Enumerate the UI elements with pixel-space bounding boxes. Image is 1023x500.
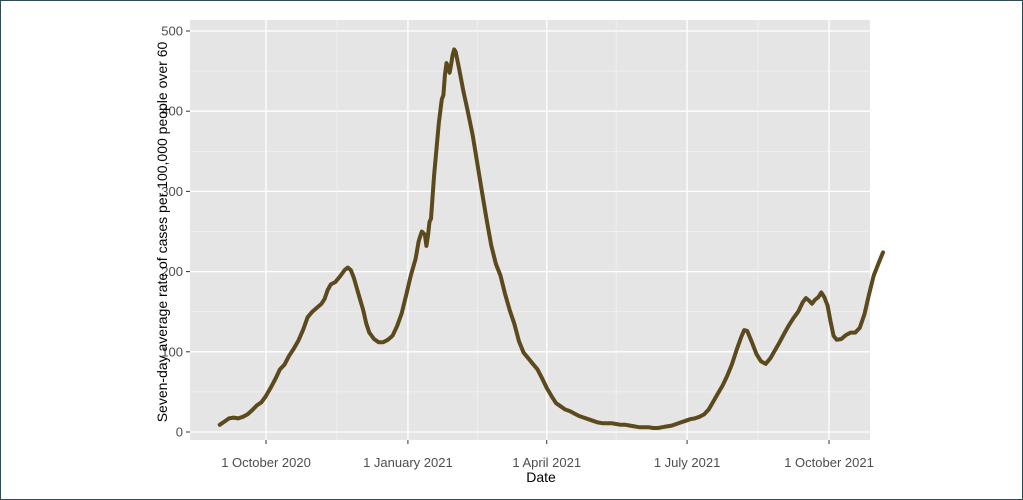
y-tick-label: 500	[161, 24, 183, 39]
y-tick-label: 100	[161, 344, 183, 359]
x-tick-label: 1 October 2021	[784, 455, 874, 470]
plot-panel	[190, 20, 870, 440]
series-line	[217, 47, 885, 430]
y-tick-label: 300	[161, 184, 183, 199]
x-tick-label: 1 January 2021	[363, 455, 453, 470]
x-axis-title: Date	[526, 469, 556, 485]
y-tick-label: 400	[161, 104, 183, 119]
y-axis-title: Seven-day average rate of cases per 100,…	[154, 41, 170, 422]
x-tick-label: 1 October 2020	[221, 455, 311, 470]
y-tick-label: 0	[176, 425, 183, 440]
x-tick-label: 1 July 2021	[654, 455, 721, 470]
x-tick-label: 1 April 2021	[512, 455, 581, 470]
y-tick-label: 200	[161, 264, 183, 279]
axes: 0 100 200 300 400 500 1 October 2020 1 January …	[161, 24, 874, 471]
grid-lines	[190, 20, 870, 440]
